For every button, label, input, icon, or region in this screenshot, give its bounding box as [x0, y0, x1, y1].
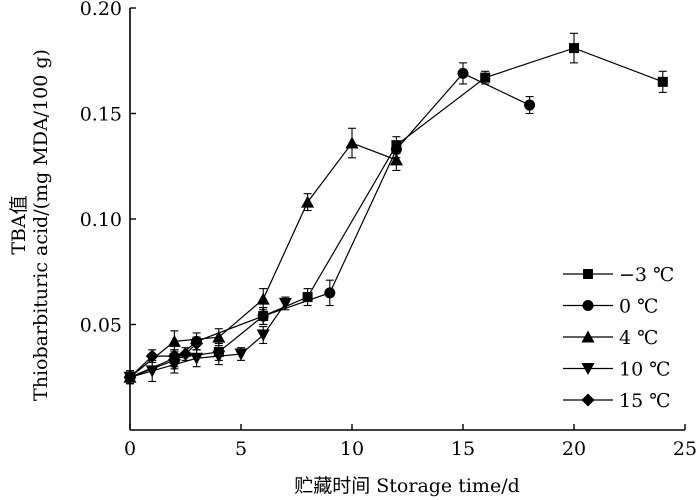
data-point: [302, 292, 313, 303]
y-tick-label: 0.10: [80, 209, 122, 231]
data-point: [145, 365, 159, 378]
data-point: [190, 336, 204, 350]
data-point: [480, 72, 491, 83]
legend-marker: [582, 300, 594, 311]
legend-entry: −3 ℃: [563, 264, 674, 286]
y-tick-label: 0.20: [80, 0, 122, 20]
data-point: [256, 329, 270, 342]
x-tick-label: 25: [673, 438, 697, 460]
x-tick-label: 5: [235, 438, 247, 460]
legend-entry: 4 ℃: [563, 327, 658, 349]
series-line: [129, 47, 664, 378]
data-point: [457, 67, 469, 79]
legend: −3 ℃ 0 ℃ 4 ℃ 10 ℃ 15 ℃: [563, 264, 674, 412]
data-point: [301, 195, 315, 208]
series-1: [124, 62, 536, 385]
x-tick-label: 20: [562, 438, 586, 460]
series-layer: [123, 32, 668, 385]
series-4: [123, 336, 204, 385]
data-point: [145, 349, 159, 363]
x-tick-label: 0: [124, 438, 136, 460]
legend-entry: 15 ℃: [563, 390, 670, 412]
y-tick-label: 0.15: [80, 104, 122, 126]
legend-entry: 0 ℃: [563, 296, 658, 318]
data-point: [256, 292, 270, 305]
axes: 0 5 10 15 20 25 0.05 0.10 0.15 0.20: [80, 0, 697, 460]
legend-entry: 10 ℃: [563, 359, 670, 381]
x-tick-label: 15: [451, 438, 475, 460]
x-axis-title: 贮藏时间 Storage time/d: [294, 475, 520, 497]
series-0: [125, 32, 668, 385]
data-point: [167, 349, 181, 363]
legend-marker: [581, 393, 595, 407]
legend-marker: [583, 269, 593, 279]
data-point: [179, 347, 192, 361]
legend-label: 0 ℃: [619, 296, 658, 318]
data-point: [257, 310, 269, 322]
data-point: [569, 43, 579, 54]
data-point: [524, 99, 536, 111]
y-tick-label: 0.05: [80, 315, 122, 337]
y-axis-title-line2: Thiobarbituric acid/(mg MDA/100 g): [30, 49, 52, 401]
legend-label: 4 ℃: [619, 327, 658, 349]
data-point: [167, 334, 181, 347]
data-point: [234, 348, 248, 361]
data-point: [212, 330, 226, 343]
legend-marker: [581, 363, 595, 375]
data-point: [324, 287, 336, 299]
data-point: [123, 370, 137, 384]
y-axis-title-line1: TBA值: [8, 195, 30, 254]
x-tick-label: 10: [340, 438, 364, 460]
data-point: [278, 297, 292, 310]
data-point: [212, 350, 226, 363]
legend-label: −3 ℃: [619, 264, 674, 286]
series-2: [123, 127, 403, 385]
data-point: [389, 153, 403, 166]
data-point: [345, 136, 359, 149]
data-point: [190, 352, 204, 365]
series-line: [129, 72, 530, 378]
legend-label: 15 ℃: [619, 390, 670, 412]
legend-marker: [581, 330, 595, 343]
legend-label: 10 ℃: [619, 359, 670, 381]
data-point: [657, 76, 668, 87]
